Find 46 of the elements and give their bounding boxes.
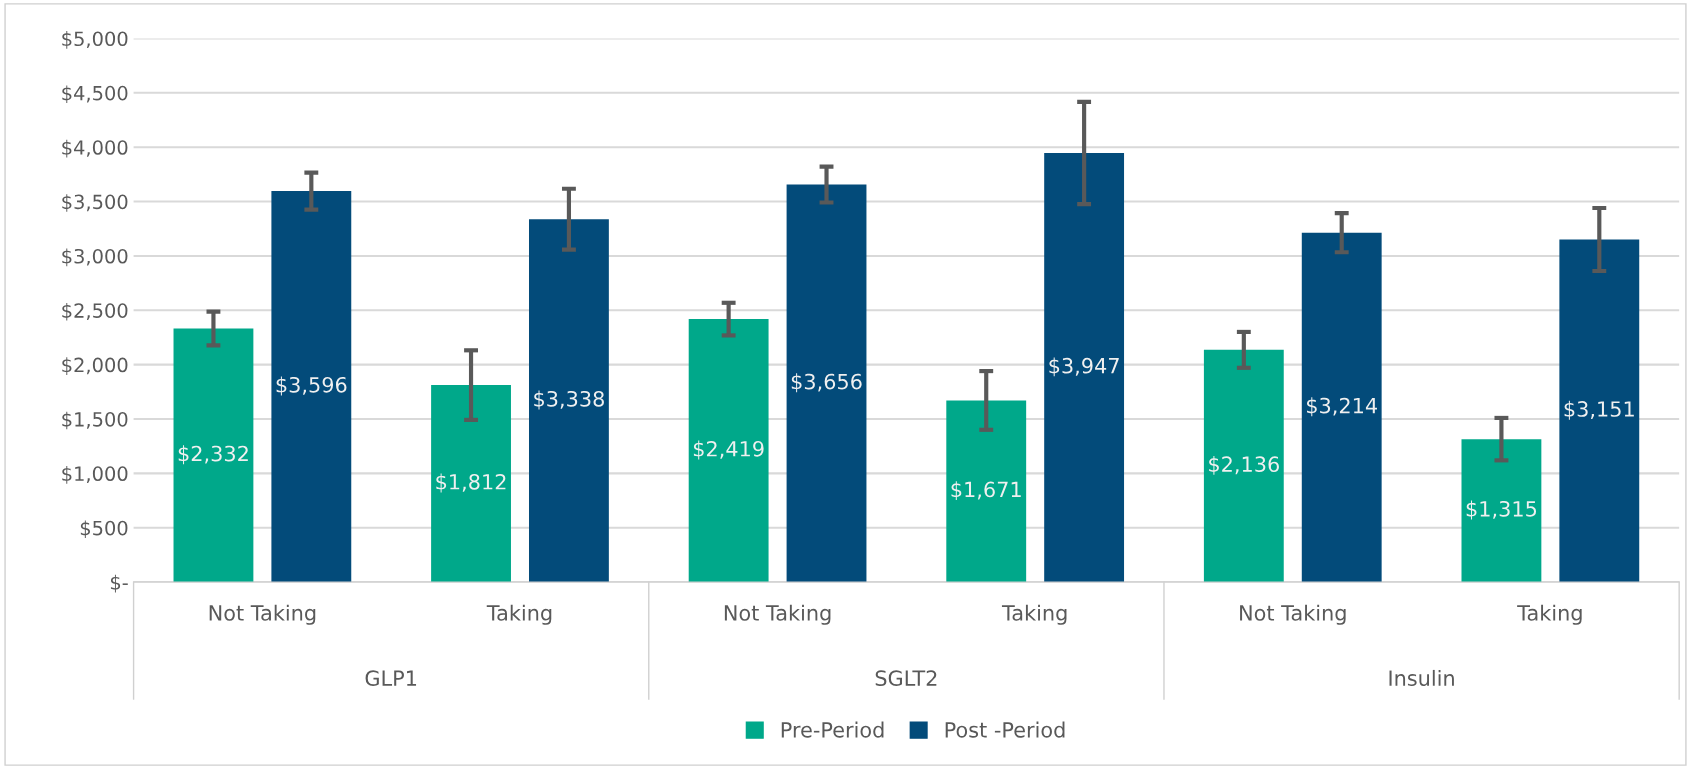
y-tick-label: $4,500 [62,85,128,104]
data-label: $3,338 [534,390,604,410]
y-tick-label: $5,000 [62,31,128,49]
y-tick-label: $2,500 [62,302,128,321]
y-tick-label: $1,500 [62,411,128,430]
x-tick-label: Not Taking [724,604,831,625]
y-tick-label: $1,000 [62,466,128,484]
text: SGLT2 [875,670,937,687]
data-label: $1,315 [1466,500,1537,520]
data-label: $1,812 [436,473,506,493]
x-tick-label: Taking [486,604,552,625]
bar [786,184,867,583]
legend-label: Pre-Period [781,721,884,738]
x-tick-label: Taking [1517,604,1582,625]
data-label: $3,947 [1049,357,1119,377]
data-label: $2,332 [178,445,248,465]
y-tick-label: $3,500 [62,194,128,212]
data-label: $2,136 [1209,455,1279,475]
x-tick-label: Not Taking [209,604,316,625]
y-tick-label: $500 [80,520,128,539]
y-tick-label: $- [110,574,128,593]
data-label: $3,656 [791,373,862,393]
text: Insulin [1389,669,1454,687]
data-label: $2,419 [693,440,764,460]
text: GLP1 [365,670,417,687]
x-tick-label: Taking [1001,604,1067,625]
legend-label: Post -Period [945,721,1065,738]
bar [431,385,511,583]
y-tick-label: $4,000 [62,139,128,158]
data-label: $3,214 [1306,397,1377,417]
bar [1044,152,1125,583]
data-label: $3,596 [276,376,347,396]
bar [1461,439,1542,583]
data-label: $3,151 [1564,400,1634,420]
bar [173,328,254,583]
bar [946,400,1027,583]
bar [1203,349,1284,583]
bar [1559,239,1640,583]
bar [529,219,609,583]
bar [271,191,352,583]
bar [1301,232,1382,583]
bar [688,319,769,583]
x-tick-label: Not Taking [1240,604,1346,625]
y-tick-label: $3,000 [62,248,128,267]
y-tick-label: $2,000 [62,357,128,375]
data-label: $1,671 [951,481,1021,501]
